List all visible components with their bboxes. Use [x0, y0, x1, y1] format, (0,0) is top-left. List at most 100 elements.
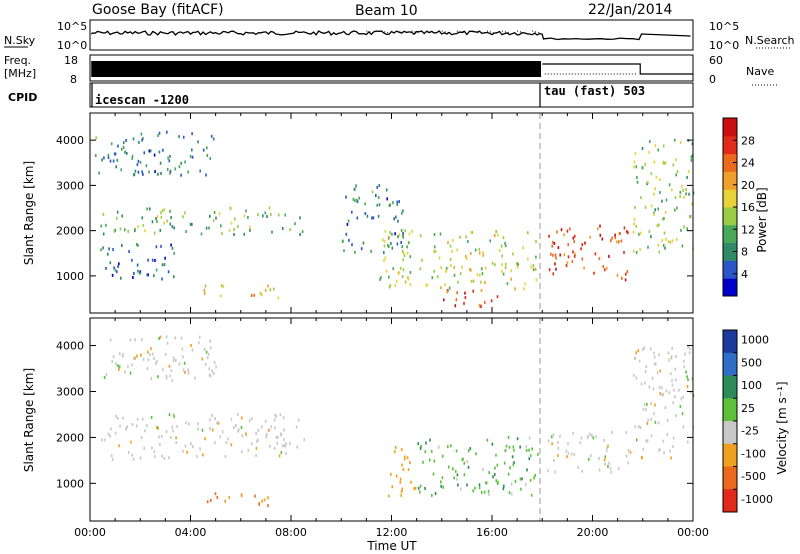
power-cell	[299, 233, 301, 236]
velocity-cell	[478, 486, 481, 490]
power-cell	[102, 232, 105, 236]
power-cell	[142, 172, 144, 176]
power-cell	[102, 212, 105, 216]
velocity-cell	[589, 432, 591, 436]
power-cell	[686, 175, 688, 179]
x-tick-label: 00:00	[677, 526, 709, 539]
power-cell	[391, 232, 393, 236]
velocity-cell	[634, 425, 637, 429]
power-cell	[155, 245, 158, 249]
velocity-cell	[547, 439, 550, 443]
velocity-cell	[187, 371, 190, 375]
velocity-cell	[510, 492, 513, 496]
velocity-cell	[424, 450, 427, 454]
velocity-cell	[492, 475, 494, 479]
velocity-cell	[166, 341, 169, 345]
velocity-cell	[131, 423, 134, 426]
power-cell	[572, 250, 574, 254]
velocity-cell	[675, 355, 677, 358]
power-cell	[478, 251, 481, 255]
velocity-cell	[595, 435, 597, 439]
power-cell	[249, 228, 251, 232]
power-cell	[425, 283, 427, 287]
power-cell	[433, 249, 436, 253]
velocity-cell	[552, 433, 555, 437]
power-cell	[433, 269, 435, 273]
power-cell	[163, 263, 166, 267]
velocity-colorbar-swatch	[723, 398, 737, 422]
power-cell	[472, 289, 474, 293]
velocity-cell	[118, 365, 121, 369]
power-cell	[614, 233, 616, 237]
velocity-cell	[529, 454, 532, 458]
velocity-cell	[654, 420, 657, 424]
power-cell	[495, 230, 497, 234]
velocity-cell	[224, 455, 227, 458]
velocity-cell	[688, 351, 691, 355]
power-cell	[406, 245, 408, 249]
velocity-cell	[172, 359, 175, 363]
velocity-cell	[201, 428, 204, 432]
power-cell	[633, 165, 635, 169]
velocity-cell	[110, 454, 113, 458]
velocity-cell	[118, 444, 120, 448]
power-cell	[494, 263, 496, 267]
power-cell	[673, 138, 676, 142]
nsearch-label: N.Search	[745, 34, 795, 47]
power-cell	[95, 154, 97, 157]
velocity-cell	[525, 448, 528, 452]
power-cell	[107, 153, 110, 157]
x-axis-label: Time UT	[366, 539, 417, 553]
power-cell	[268, 206, 271, 210]
velocity-cell	[247, 448, 250, 452]
velocity-cell	[650, 434, 653, 438]
velocity-cell	[164, 353, 167, 356]
power-cell	[482, 251, 484, 255]
power-cell	[510, 277, 512, 281]
velocity-cell	[519, 445, 521, 449]
velocity-cell	[508, 491, 511, 495]
velocity-cell	[210, 498, 212, 502]
velocity-cell	[270, 425, 273, 429]
power-cell	[674, 196, 677, 200]
velocity-cell	[586, 436, 589, 440]
power-cell	[655, 175, 658, 179]
power-cell	[457, 280, 459, 284]
power-cell	[273, 287, 275, 291]
power-cell	[573, 234, 576, 238]
power-cell	[345, 232, 348, 236]
power-cell	[583, 266, 585, 270]
power-cell	[377, 196, 380, 199]
velocity-cell	[114, 431, 117, 435]
power-cell	[682, 188, 684, 192]
power-cell	[132, 276, 134, 279]
velocity-cell	[537, 452, 539, 456]
power-cell	[206, 146, 208, 150]
power-cell	[599, 224, 601, 228]
velocity-y-axis: 1000 2000 3000 4000	[56, 340, 693, 490]
velocity-cell	[206, 356, 209, 360]
power-cell	[162, 148, 164, 152]
velocity-cell	[182, 355, 184, 359]
velocity-cell	[136, 354, 138, 358]
power-cell	[185, 230, 187, 234]
velocity-cell	[431, 493, 433, 497]
velocity-cell	[127, 364, 129, 368]
power-cell	[160, 215, 163, 219]
velocity-cell	[144, 429, 146, 433]
velocity-cell	[406, 456, 409, 460]
power-cell	[522, 246, 525, 250]
velocity-cell	[127, 451, 130, 454]
velocity-cell	[496, 482, 499, 486]
velocity-cell	[190, 442, 192, 446]
velocity-colorbar-swatch	[723, 443, 737, 467]
power-cell	[497, 233, 499, 237]
velocity-cell	[201, 357, 204, 361]
velocity-cell	[432, 472, 435, 476]
power-cell	[119, 227, 122, 231]
power-cell	[116, 210, 119, 214]
velocity-colorbar-tick-label: -100	[741, 447, 766, 460]
velocity-cell	[644, 381, 646, 385]
velocity-cell	[659, 369, 661, 373]
velocity-cell	[531, 447, 533, 451]
